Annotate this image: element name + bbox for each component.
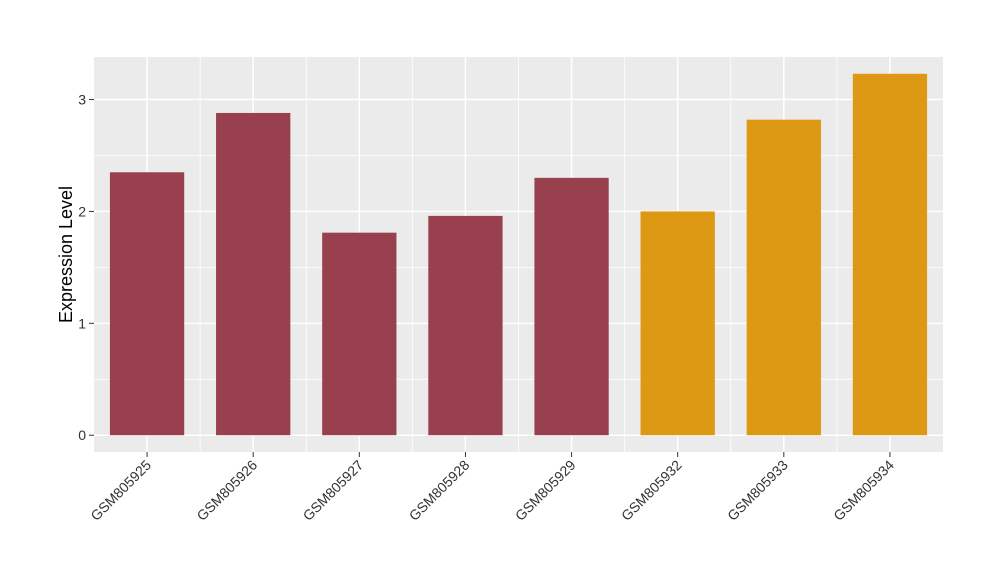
- x-tick-label: GSM805927: [300, 457, 367, 524]
- bar-gsm805934: [852, 73, 928, 436]
- x-tick-label: GSM805926: [193, 457, 260, 524]
- y-tick-label: 0: [78, 427, 86, 443]
- y-tick-label: 1: [78, 315, 86, 331]
- x-tick-label: GSM805933: [724, 457, 791, 524]
- x-tick-label: GSM805934: [830, 457, 897, 524]
- x-tick-label: GSM805932: [618, 457, 685, 524]
- y-axis-title: Expression Level: [56, 186, 76, 323]
- bar-gsm805927: [322, 232, 397, 436]
- bar-gsm805928: [428, 215, 503, 436]
- y-axis: 0 1 2 3: [78, 92, 94, 443]
- x-tick-label: GSM805925: [87, 457, 154, 524]
- x-tick-label: GSM805928: [406, 457, 473, 524]
- bar-gsm805925: [109, 172, 185, 436]
- bar-gsm805932: [640, 211, 715, 436]
- x-axis: GSM805925 GSM805926 GSM805927 GSM805928 GSM8…: [87, 452, 897, 524]
- y-tick-label: 2: [78, 203, 86, 219]
- y-tick-label: 3: [78, 92, 86, 108]
- bar-gsm805926: [216, 112, 291, 436]
- bar-gsm805933: [746, 119, 821, 436]
- bar-gsm805929: [534, 177, 609, 436]
- x-tick-label: GSM805929: [512, 457, 579, 524]
- bars: [109, 73, 928, 436]
